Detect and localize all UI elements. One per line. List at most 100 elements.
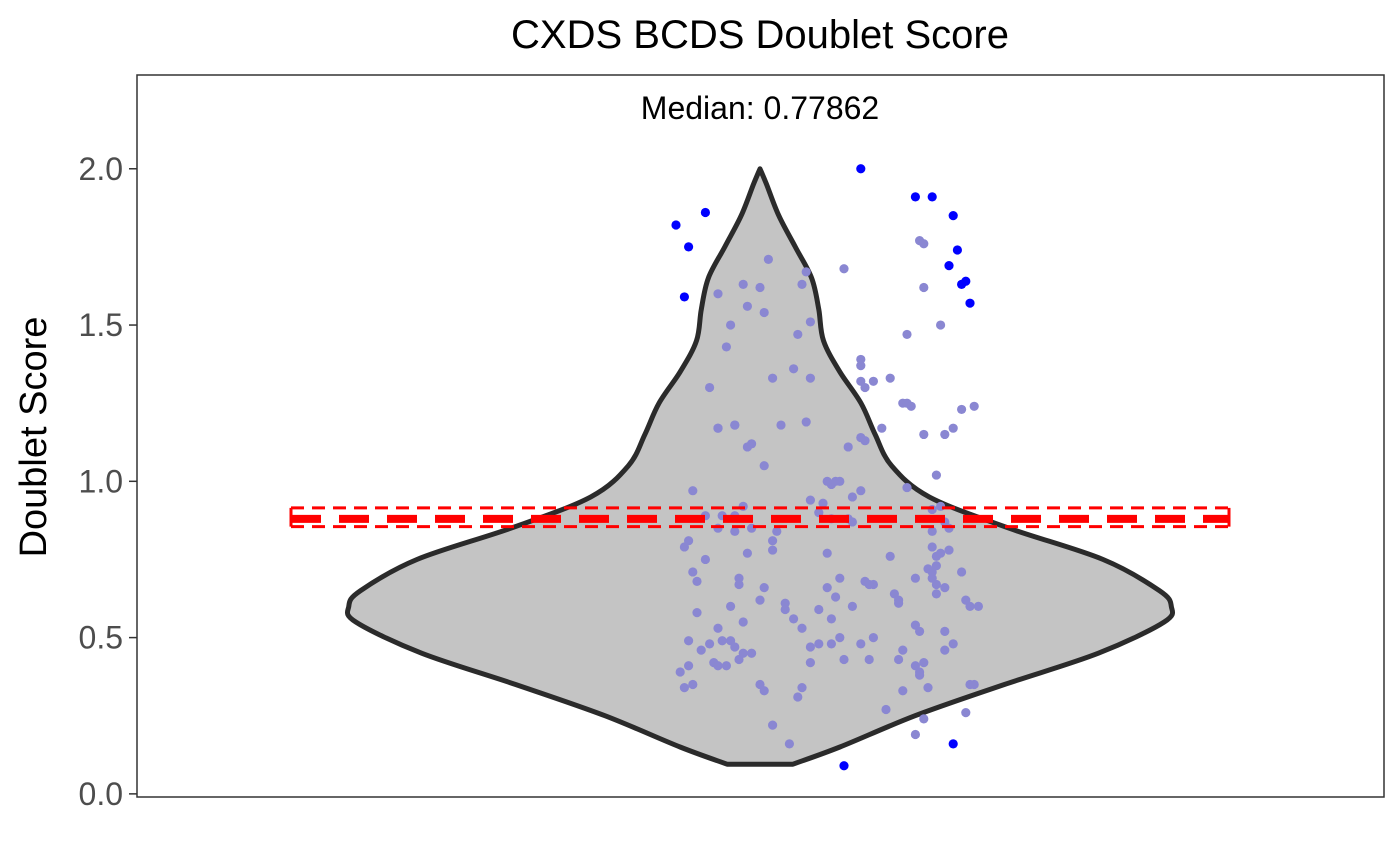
data-point bbox=[768, 720, 778, 730]
median-annotation: Median: 0.77862 bbox=[641, 90, 879, 126]
data-point bbox=[789, 364, 799, 374]
data-point bbox=[738, 279, 748, 290]
data-point bbox=[789, 614, 799, 624]
data-point bbox=[822, 582, 832, 593]
data-point bbox=[713, 289, 723, 299]
data-point bbox=[805, 658, 816, 668]
jitter-points bbox=[675, 236, 984, 749]
data-point bbox=[856, 432, 866, 443]
data-point bbox=[742, 548, 753, 558]
data-point bbox=[894, 654, 904, 665]
data-point bbox=[868, 632, 879, 643]
data-point bbox=[705, 382, 715, 393]
data-point bbox=[805, 642, 816, 652]
data-point bbox=[940, 582, 950, 593]
data-point bbox=[868, 376, 879, 386]
plot-area bbox=[289, 164, 1231, 771]
data-point bbox=[910, 573, 921, 583]
data-point bbox=[738, 648, 748, 658]
data-point bbox=[688, 486, 698, 496]
data-point bbox=[915, 626, 925, 636]
data-point bbox=[894, 598, 904, 608]
data-point bbox=[940, 626, 950, 636]
data-point bbox=[931, 470, 942, 480]
outlier-point bbox=[948, 211, 958, 221]
data-point bbox=[684, 636, 694, 646]
data-point bbox=[919, 429, 929, 440]
data-point bbox=[847, 492, 858, 502]
data-point bbox=[721, 661, 732, 671]
data-point bbox=[835, 632, 845, 643]
data-point bbox=[847, 601, 858, 611]
outlier-point bbox=[910, 192, 921, 202]
y-tick-label: 1.5 bbox=[79, 307, 123, 343]
data-point bbox=[957, 404, 967, 415]
data-point bbox=[717, 636, 727, 646]
data-point bbox=[684, 536, 694, 546]
data-point bbox=[910, 729, 921, 740]
data-point bbox=[814, 639, 824, 649]
data-point bbox=[843, 442, 853, 452]
outlier-point bbox=[944, 261, 954, 271]
data-point bbox=[969, 679, 979, 690]
data-point bbox=[726, 601, 736, 611]
data-point bbox=[747, 523, 757, 533]
data-point bbox=[936, 501, 946, 511]
data-point bbox=[805, 317, 816, 327]
y-tick-label: 1.0 bbox=[79, 463, 123, 499]
data-point bbox=[885, 373, 895, 383]
data-point bbox=[675, 667, 685, 677]
data-point bbox=[805, 495, 816, 505]
data-point bbox=[797, 279, 807, 290]
data-point bbox=[793, 692, 803, 702]
outlier-point bbox=[679, 292, 690, 302]
summary-lines bbox=[289, 506, 1231, 529]
outlier-point bbox=[927, 192, 937, 202]
data-point bbox=[927, 526, 937, 536]
data-point bbox=[881, 704, 891, 715]
data-point bbox=[738, 617, 748, 627]
data-point bbox=[747, 648, 757, 658]
data-point bbox=[931, 579, 942, 590]
data-point bbox=[730, 526, 740, 536]
data-point bbox=[944, 523, 954, 533]
data-point bbox=[780, 598, 790, 608]
data-point bbox=[692, 607, 702, 618]
data-point bbox=[713, 523, 723, 533]
data-point bbox=[919, 239, 929, 249]
data-point bbox=[759, 686, 769, 696]
y-axis-label: Doublet Score bbox=[13, 317, 55, 558]
data-point bbox=[957, 567, 967, 577]
data-point bbox=[688, 567, 698, 577]
data-point bbox=[696, 645, 706, 655]
outlier-point bbox=[952, 245, 963, 255]
data-point bbox=[948, 639, 958, 649]
data-point bbox=[763, 254, 774, 265]
data-point bbox=[801, 417, 811, 427]
data-point bbox=[721, 342, 732, 352]
data-point bbox=[927, 542, 937, 552]
data-point bbox=[864, 579, 874, 590]
data-point bbox=[734, 573, 744, 583]
data-point bbox=[700, 554, 711, 565]
data-point bbox=[805, 373, 816, 383]
data-point bbox=[713, 661, 723, 671]
data-point bbox=[713, 623, 723, 633]
data-point bbox=[906, 401, 916, 411]
data-point bbox=[877, 423, 887, 433]
y-tick-label: 0.0 bbox=[79, 776, 123, 812]
data-point bbox=[776, 420, 786, 430]
data-point bbox=[923, 683, 933, 693]
data-point bbox=[864, 654, 874, 665]
data-point bbox=[961, 595, 971, 605]
data-point bbox=[814, 604, 824, 615]
data-point bbox=[961, 708, 971, 718]
data-point bbox=[839, 264, 849, 274]
data-point bbox=[713, 423, 723, 433]
data-point bbox=[919, 658, 929, 668]
data-point bbox=[940, 429, 950, 440]
data-point bbox=[705, 639, 715, 649]
data-point bbox=[759, 582, 769, 593]
data-point bbox=[915, 670, 925, 680]
